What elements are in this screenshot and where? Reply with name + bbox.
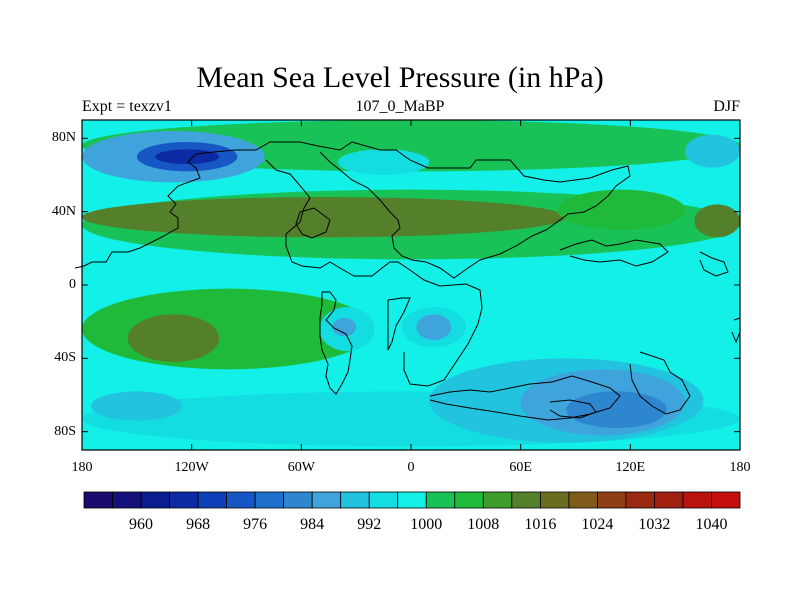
lon-label: 60W (287, 460, 315, 475)
colorbar-label: 1016 (524, 516, 557, 533)
lat-label: 40N (51, 203, 76, 219)
lon-label: 180 (729, 460, 751, 475)
coastline-8 (429, 375, 621, 421)
colorbar-label: 1024 (581, 516, 614, 533)
pressure-north-atlantic-low (337, 149, 430, 176)
period-label: 107_0_MaBP (355, 98, 445, 115)
lat-label: 0 (69, 277, 76, 292)
colorbar-label: 992 (357, 516, 382, 533)
colorbar-box (340, 491, 370, 509)
coastline-7 (559, 239, 669, 267)
colorbar (83, 491, 741, 509)
colorbar-box (539, 491, 570, 509)
lat-label: 40S (54, 350, 76, 366)
colorbar-box (454, 491, 484, 509)
colorbar-label: 1008 (467, 516, 500, 533)
pressure-fills (81, 120, 740, 450)
colorbar-label: 968 (186, 516, 211, 533)
colorbar-box (625, 491, 655, 509)
coastline-5 (319, 291, 353, 395)
figure-title: Mean Sea Level Pressure (in hPa) (196, 61, 604, 94)
colorbar-label: 1032 (638, 516, 671, 533)
lon-label: 120E (615, 460, 646, 475)
pressure-nw-pacific-low (685, 134, 740, 168)
colorbar-box (254, 491, 285, 509)
coastlines (74, 141, 741, 421)
colorbar-label: 976 (243, 516, 268, 533)
lat-label: 80N (51, 130, 76, 146)
axis-ticks (81, 120, 741, 450)
pressure-nh-subtropical-ridge (81, 197, 567, 238)
experiment-label: Expt = texzv1 (82, 98, 172, 115)
colorbar-box (226, 491, 256, 509)
lon-label: 180 (71, 460, 93, 475)
lat-label: 80S (54, 423, 76, 439)
colorbar-label: 1000 (410, 516, 443, 533)
colorbar-box (197, 491, 228, 509)
pressure-nw-pacific-ridge (694, 204, 740, 238)
coastline-11 (699, 251, 729, 277)
lon-label: 120W (174, 460, 209, 475)
colorbar-box (83, 491, 113, 509)
coastline-4 (329, 261, 483, 387)
coastline-2 (265, 159, 331, 269)
colorbar-box (511, 491, 541, 509)
colorbar-box (311, 491, 342, 509)
coastline-10 (629, 351, 691, 415)
coastline-6 (387, 297, 411, 351)
colorbar-box (368, 491, 399, 509)
colorbar-box (596, 491, 627, 509)
pressure-north-pacific-low-inner (155, 149, 220, 165)
colorbar-box (169, 491, 199, 509)
pressure-central-asia-ridge (557, 189, 686, 230)
colorbar-box (425, 491, 456, 509)
colorbar-box (568, 491, 598, 509)
colorbar-box (654, 491, 684, 509)
lon-label: 0 (407, 460, 415, 475)
pressure-sh-subtropical-high-core (127, 314, 220, 362)
coastline-1 (74, 141, 631, 279)
colorbar-label: 984 (300, 516, 325, 533)
colorbar-box (682, 491, 712, 509)
colorbar-box (482, 491, 513, 509)
pressure-south-indian-low-inner (566, 391, 667, 428)
pressure-south-pacific-low (91, 391, 183, 421)
colorbar-box (112, 491, 142, 509)
colorbar-box (397, 491, 427, 509)
coastline-3 (295, 207, 331, 239)
lon-label: 60E (509, 460, 532, 475)
colorbar-box (283, 491, 313, 509)
pressure-eq-trough-east-core (416, 314, 452, 340)
colorbar-label: 1040 (695, 516, 728, 533)
colorbar-label: 960 (129, 516, 154, 533)
coastline-9 (549, 399, 597, 419)
colorbar-box (140, 491, 170, 509)
season-label: DJF (713, 98, 740, 115)
pressure-eq-trough-west-core (332, 318, 357, 337)
colorbar-box (711, 491, 741, 509)
